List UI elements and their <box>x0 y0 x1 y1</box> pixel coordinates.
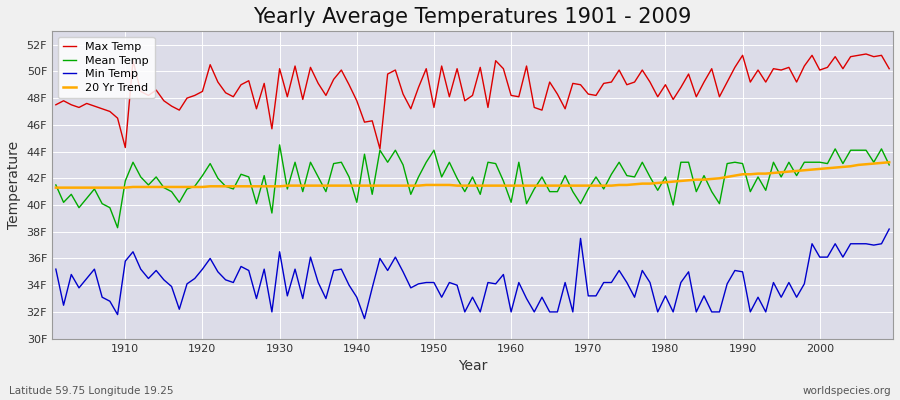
Mean Temp <box>521 201 532 206</box>
Line: Mean Temp: Mean Temp <box>56 145 889 228</box>
Min Temp <box>884 227 895 232</box>
Line: 20 Yr Trend: 20 Yr Trend <box>56 162 889 188</box>
Mean Temp <box>50 182 61 187</box>
Mean Temp <box>884 162 895 167</box>
20 Yr Trend <box>328 183 339 188</box>
20 Yr Trend <box>506 183 517 188</box>
Line: Max Temp: Max Temp <box>56 54 889 149</box>
Min Temp <box>359 316 370 321</box>
Max Temp <box>50 102 61 107</box>
Max Temp <box>282 94 292 99</box>
20 Yr Trend <box>498 183 508 188</box>
20 Yr Trend <box>282 183 292 188</box>
20 Yr Trend <box>884 160 895 165</box>
Max Temp <box>606 80 616 84</box>
Max Temp <box>374 146 385 151</box>
Min Temp <box>513 280 524 285</box>
X-axis label: Year: Year <box>458 359 487 373</box>
Mean Temp <box>274 142 285 147</box>
Min Temp <box>606 280 616 285</box>
Mean Temp <box>297 189 308 194</box>
Mean Temp <box>614 160 625 165</box>
Text: worldspecies.org: worldspecies.org <box>803 386 891 396</box>
Y-axis label: Temperature: Temperature <box>7 141 21 229</box>
Min Temp <box>328 268 339 273</box>
Max Temp <box>328 77 339 82</box>
20 Yr Trend <box>598 183 609 188</box>
Mean Temp <box>513 160 524 165</box>
Min Temp <box>112 312 123 317</box>
Mean Temp <box>112 225 123 230</box>
Mean Temp <box>120 178 130 183</box>
Max Temp <box>506 93 517 98</box>
20 Yr Trend <box>112 185 123 190</box>
Line: Min Temp: Min Temp <box>56 229 889 318</box>
Legend: Max Temp, Mean Temp, Min Temp, 20 Yr Trend: Max Temp, Mean Temp, Min Temp, 20 Yr Tre… <box>58 37 155 98</box>
Min Temp <box>50 267 61 272</box>
Max Temp <box>860 52 871 56</box>
Title: Yearly Average Temperatures 1901 - 2009: Yearly Average Temperatures 1901 - 2009 <box>253 7 692 27</box>
Min Temp <box>282 294 292 298</box>
Text: Latitude 59.75 Longitude 19.25: Latitude 59.75 Longitude 19.25 <box>9 386 174 396</box>
Min Temp <box>506 310 517 314</box>
Mean Temp <box>344 174 355 179</box>
Max Temp <box>513 94 524 99</box>
Max Temp <box>112 116 123 120</box>
20 Yr Trend <box>50 185 61 190</box>
Max Temp <box>884 66 895 71</box>
